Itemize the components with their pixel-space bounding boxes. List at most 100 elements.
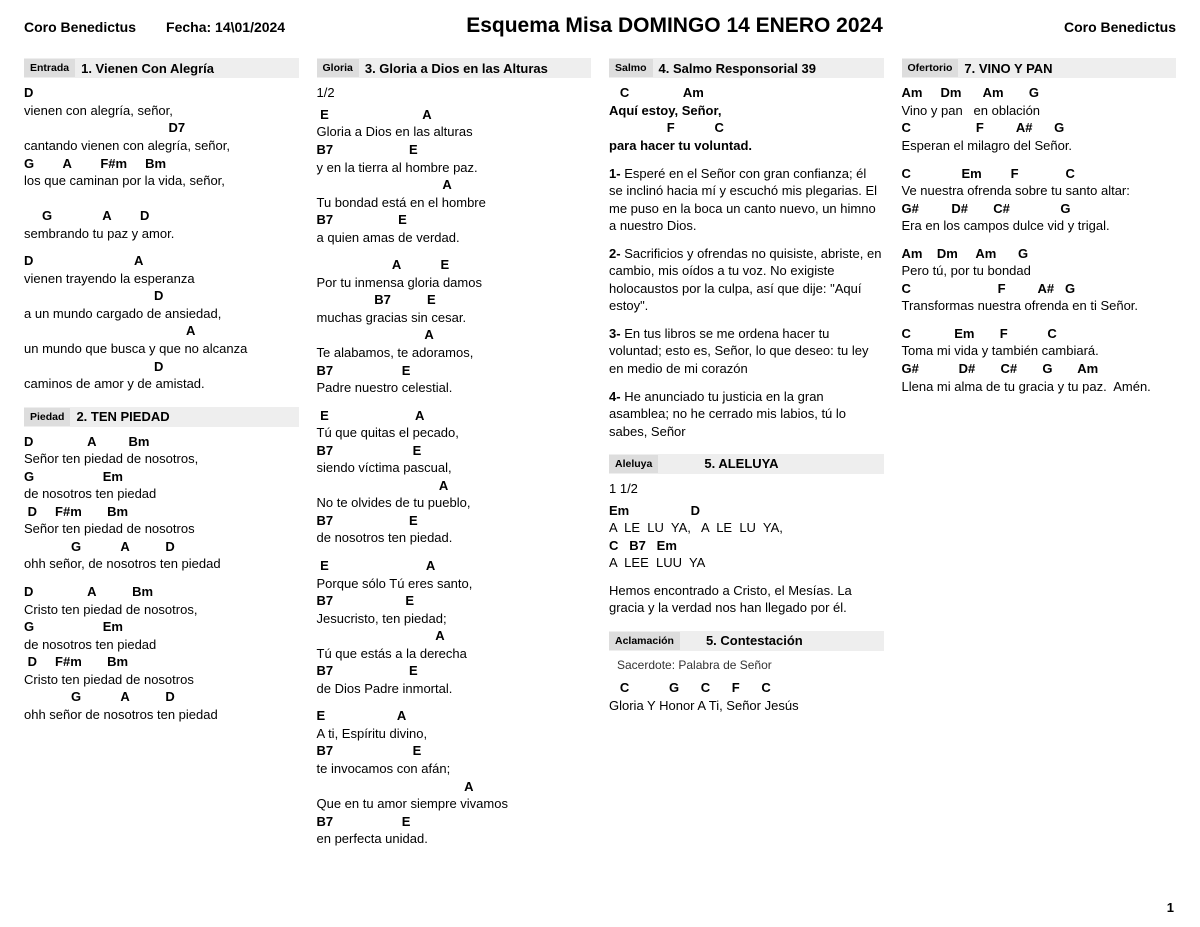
section-head-salmo: Salmo 4. Salmo Responsorial 39 bbox=[609, 58, 884, 78]
lyric: para hacer tu voluntad. bbox=[609, 137, 884, 155]
chord: D bbox=[24, 287, 299, 305]
lyric: A LE LU YA, A LE LU YA, bbox=[609, 519, 884, 537]
page-header: Coro Benedictus Fecha: 14\01/2024 Esquem… bbox=[24, 12, 1176, 40]
title-entrada: 1. Vienen Con Alegría bbox=[81, 60, 214, 78]
lyric: Toma mi vida y también cambiará. bbox=[902, 342, 1177, 360]
chord: A bbox=[317, 778, 592, 796]
main-title: Esquema Misa DOMINGO 14 ENERO 2024 bbox=[315, 12, 1034, 40]
tag-aleluya: Aleluya bbox=[609, 455, 658, 473]
chord: B7 E bbox=[317, 141, 592, 159]
chord: G Em bbox=[24, 468, 299, 486]
lyric: de nosotros ten piedad bbox=[24, 485, 299, 503]
chord: A bbox=[317, 326, 592, 344]
tag-salmo: Salmo bbox=[609, 59, 653, 77]
column-3: Salmo 4. Salmo Responsorial 39 C Am Aquí… bbox=[609, 58, 884, 861]
chord: C G C F C bbox=[609, 679, 884, 697]
lyric: Pero tú, por tu bondad bbox=[902, 262, 1177, 280]
lyric: Transformas nuestra ofrenda en ti Señor. bbox=[902, 297, 1177, 315]
lyric: un mundo que busca y que no alcanza bbox=[24, 340, 299, 358]
chord: E A bbox=[317, 407, 592, 425]
chord: F C bbox=[609, 119, 884, 137]
lyric: Tu bondad está en el hombre bbox=[317, 194, 592, 212]
chord: D A Bm bbox=[24, 583, 299, 601]
lyric: Era en los campos dulce vid y trigal. bbox=[902, 217, 1177, 235]
chord: C F A# G bbox=[902, 119, 1177, 137]
lyric: Ve nuestra ofrenda sobre tu santo altar: bbox=[902, 182, 1177, 200]
lyric: de nosotros ten piedad. bbox=[317, 529, 592, 547]
gloria-sub: 1/2 bbox=[317, 84, 592, 102]
title-ofertorio: 7. VINO Y PAN bbox=[964, 60, 1052, 78]
section-piedad: Piedad 2. TEN PIEDAD D A Bm Señor ten pi… bbox=[24, 407, 299, 724]
chord: E A bbox=[317, 106, 592, 124]
lyric: Señor ten piedad de nosotros bbox=[24, 520, 299, 538]
lyric: A LEE LUU YA bbox=[609, 554, 884, 572]
choir-name-right: Coro Benedictus bbox=[1064, 18, 1176, 37]
lyric: Padre nuestro celestial. bbox=[317, 379, 592, 397]
chord: D bbox=[24, 84, 299, 102]
lyric: Por tu inmensa gloria damos bbox=[317, 274, 592, 292]
chord: A E bbox=[317, 256, 592, 274]
aleluya-sub: 1 1/2 bbox=[609, 480, 884, 498]
lyric: y en la tierra al hombre paz. bbox=[317, 159, 592, 177]
salmo-verse-3: 3- En tus libros se me ordena hacer tu v… bbox=[609, 325, 884, 378]
salmo-verse-4: 4- He anunciado tu justicia en la gran a… bbox=[609, 388, 884, 441]
lyric: de Dios Padre inmortal. bbox=[317, 680, 592, 698]
chord: D A bbox=[24, 252, 299, 270]
aleluya-text: Hemos encontrado a Cristo, el Mesías. La… bbox=[609, 582, 884, 617]
chord: D7 bbox=[24, 119, 299, 137]
page-number: 1 bbox=[1167, 899, 1174, 917]
lyric: cantando vienen con alegría, señor, bbox=[24, 137, 299, 155]
aclamacion-note: Sacerdote: Palabra de Señor bbox=[609, 657, 884, 673]
lyric: Gloria Y Honor A Ti, Señor Jesús bbox=[609, 697, 884, 715]
lyric: Cristo ten piedad de nosotros bbox=[24, 671, 299, 689]
chord: B7 E bbox=[317, 662, 592, 680]
lyric: vienen trayendo la esperanza bbox=[24, 270, 299, 288]
chord: A bbox=[317, 477, 592, 495]
section-aclamacion: Aclamación 5. Contestación Sacerdote: Pa… bbox=[609, 631, 884, 714]
tag-entrada: Entrada bbox=[24, 59, 75, 77]
lyric: Te alabamos, te adoramos, bbox=[317, 344, 592, 362]
section-ofertorio: Ofertorio 7. VINO Y PAN Am Dm Am G Vino … bbox=[902, 58, 1177, 395]
section-head-aleluya: Aleluya 5. ALELUYA bbox=[609, 454, 884, 474]
lyric: a quien amas de verdad. bbox=[317, 229, 592, 247]
content-columns: Entrada 1. Vienen Con Alegría D vienen c… bbox=[24, 58, 1176, 861]
chord: B7 E bbox=[317, 512, 592, 530]
tag-piedad: Piedad bbox=[24, 408, 70, 426]
chord: B7 E bbox=[317, 291, 592, 309]
blank bbox=[24, 190, 299, 208]
chord: Am Dm Am G bbox=[902, 84, 1177, 102]
lyric: ohh señor de nosotros ten piedad bbox=[24, 706, 299, 724]
chord: D bbox=[24, 358, 299, 376]
chord: G Em bbox=[24, 618, 299, 636]
chord: B7 E bbox=[317, 211, 592, 229]
chord: Em D bbox=[609, 502, 884, 520]
salmo-verse-2: 2- Sacrificios y ofrendas no quisiste, a… bbox=[609, 245, 884, 315]
chord: B7 E bbox=[317, 362, 592, 380]
chord: G A F#m Bm bbox=[24, 155, 299, 173]
chord: C F A# G bbox=[902, 280, 1177, 298]
chord: B7 E bbox=[317, 592, 592, 610]
tag-ofertorio: Ofertorio bbox=[902, 59, 959, 77]
tag-gloria: Gloria bbox=[317, 59, 359, 77]
lyric: Jesucristo, ten piedad; bbox=[317, 610, 592, 628]
lyric: Cristo ten piedad de nosotros, bbox=[24, 601, 299, 619]
lyric: Que en tu amor siempre vivamos bbox=[317, 795, 592, 813]
lyric: A ti, Espíritu divino, bbox=[317, 725, 592, 743]
lyric: Aquí estoy, Señor, bbox=[609, 102, 884, 120]
section-salmo: Salmo 4. Salmo Responsorial 39 C Am Aquí… bbox=[609, 58, 884, 440]
lyric: te invocamos con afán; bbox=[317, 760, 592, 778]
chord: G A D bbox=[24, 207, 299, 225]
chord: E A bbox=[317, 707, 592, 725]
lyric: a un mundo cargado de ansiedad, bbox=[24, 305, 299, 323]
chord: G# D# C# G bbox=[902, 200, 1177, 218]
chord: G A D bbox=[24, 538, 299, 556]
section-head-ofertorio: Ofertorio 7. VINO Y PAN bbox=[902, 58, 1177, 78]
section-head-piedad: Piedad 2. TEN PIEDAD bbox=[24, 407, 299, 427]
choir-name-left: Coro Benedictus bbox=[24, 18, 136, 37]
chord: C Em F C bbox=[902, 325, 1177, 343]
lyric: siendo víctima pascual, bbox=[317, 459, 592, 477]
tag-aclamacion: Aclamación bbox=[609, 632, 680, 650]
lyric: vienen con alegría, señor, bbox=[24, 102, 299, 120]
chord: C Em F C bbox=[902, 165, 1177, 183]
chord: G# D# C# G Am bbox=[902, 360, 1177, 378]
